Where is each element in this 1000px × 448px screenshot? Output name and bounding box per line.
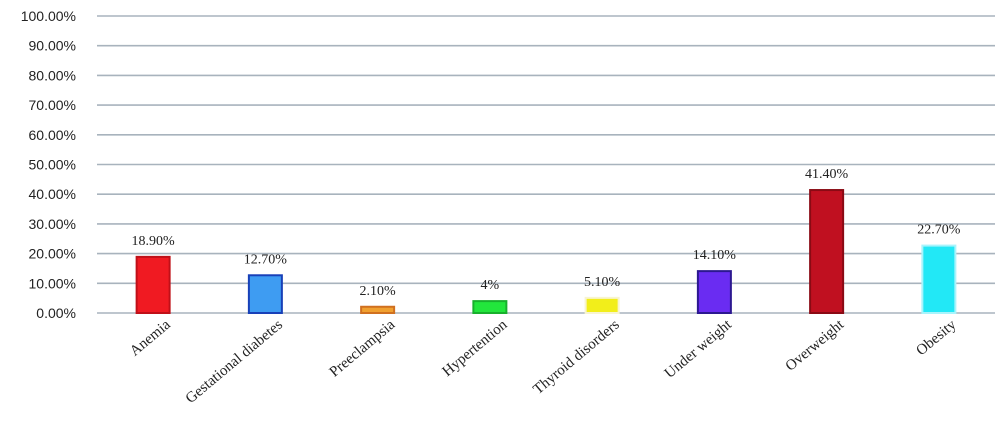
y-tick-label: 90.00% (29, 38, 76, 54)
gridlines (97, 15, 995, 314)
bar (584, 296, 620, 314)
y-tick-label: 40.00% (29, 186, 76, 202)
bar (696, 270, 732, 314)
x-tick-label: Overweight (783, 316, 848, 374)
y-tick-label: 100.00% (21, 8, 76, 24)
y-tick-label: 70.00% (29, 97, 76, 113)
x-tick-label: Obesity (913, 316, 959, 359)
data-label: 14.10% (693, 248, 737, 263)
x-tick-label: Hypertention (440, 316, 511, 379)
data-labels: 18.90% 12.70% 2.10% 4% 5.10% 14.10% 41.40% 22.7… (132, 167, 961, 299)
y-tick-label: 30.00% (29, 216, 76, 232)
data-label: 4% (481, 278, 500, 293)
x-tick-label: Anemia (127, 317, 174, 360)
x-axis-ticks: Anemia Gestational diabetes Preeclampsia Hy… (127, 316, 960, 407)
data-label: 41.40% (805, 167, 849, 182)
bar (921, 244, 957, 314)
x-tick-label: Gestational diabetes (183, 317, 286, 407)
y-tick-label: 80.00% (29, 67, 76, 83)
x-tick-label: Thyroid disorders (530, 317, 622, 398)
data-label: 18.90% (132, 234, 176, 249)
data-label: 2.10% (360, 284, 397, 299)
data-label: 5.10% (584, 275, 621, 290)
y-tick-label: 20.00% (29, 246, 76, 262)
bars (135, 189, 957, 315)
data-label: 22.70% (917, 223, 961, 238)
bar (360, 305, 396, 315)
x-tick-label: Under weight (662, 316, 736, 382)
x-tick-label: Preeclampsia (327, 317, 399, 381)
y-tick-label: 0.00% (36, 305, 76, 321)
bar (809, 189, 845, 315)
y-axis-ticks: 0.00% 10.00% 20.00% 30.00% 40.00% 50.00% 60.00… (21, 8, 76, 321)
y-tick-label: 60.00% (29, 127, 76, 143)
data-label: 12.70% (244, 252, 288, 267)
bar (472, 300, 508, 314)
y-tick-label: 10.00% (29, 275, 76, 291)
bar (135, 255, 171, 315)
y-tick-label: 50.00% (29, 157, 76, 173)
bar (247, 274, 283, 315)
